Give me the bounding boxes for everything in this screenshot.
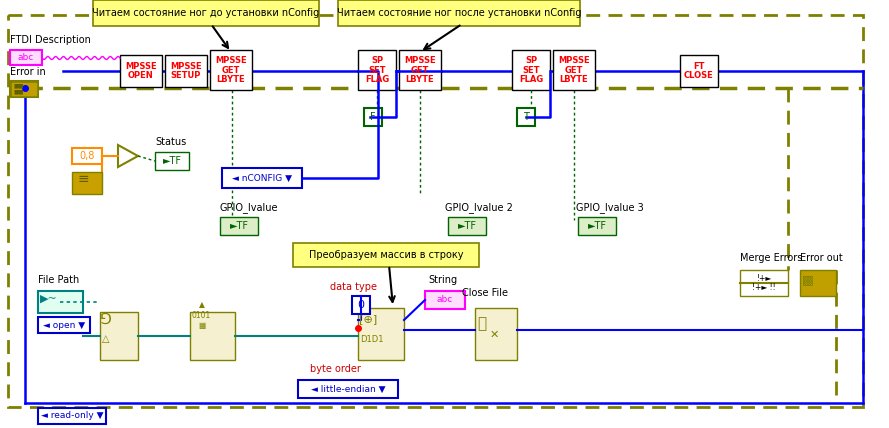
Text: !+►
!+► !!: !+► !+► !!	[752, 273, 776, 292]
Text: ▲
0101
▦: ▲ 0101 ▦	[192, 300, 212, 330]
FancyBboxPatch shape	[800, 270, 836, 296]
Text: △: △	[102, 334, 109, 344]
FancyBboxPatch shape	[72, 172, 102, 194]
Text: Читаем состояние ног после установки nConfig: Читаем состояние ног после установки nCo…	[337, 8, 581, 18]
FancyBboxPatch shape	[155, 152, 189, 170]
Text: ✕: ✕	[490, 330, 500, 340]
FancyBboxPatch shape	[553, 50, 595, 90]
Text: MPSSE
GET
LBYTE: MPSSE GET LBYTE	[215, 56, 247, 84]
FancyBboxPatch shape	[38, 291, 83, 313]
Text: ≡: ≡	[78, 172, 90, 186]
Text: [⊕]: [⊕]	[359, 314, 377, 324]
Text: GPIO_Ivalue 3: GPIO_Ivalue 3	[576, 202, 644, 213]
FancyBboxPatch shape	[93, 0, 319, 26]
Text: abc: abc	[436, 295, 453, 304]
FancyBboxPatch shape	[425, 291, 465, 309]
Text: ⅁: ⅁	[100, 312, 112, 327]
Text: Error out: Error out	[800, 253, 843, 263]
Text: 0,8: 0,8	[79, 151, 95, 161]
FancyBboxPatch shape	[222, 168, 302, 188]
Text: File Path: File Path	[38, 275, 79, 285]
Text: byte order: byte order	[310, 364, 361, 374]
FancyBboxPatch shape	[120, 55, 162, 87]
Text: String: String	[428, 275, 457, 285]
FancyBboxPatch shape	[38, 408, 106, 424]
Text: data type: data type	[330, 282, 377, 292]
Text: Error in: Error in	[10, 67, 45, 77]
Text: ►TF: ►TF	[588, 221, 606, 231]
FancyBboxPatch shape	[578, 217, 616, 235]
Text: 0: 0	[357, 300, 364, 310]
Text: ■■
■■: ■■ ■■	[14, 83, 25, 95]
Text: GPIO_Ivalue: GPIO_Ivalue	[220, 202, 278, 213]
Text: Читаем состояние ног до установки nConfig: Читаем состояние ног до установки nConfi…	[92, 8, 320, 18]
Text: ◄ open ▼: ◄ open ▼	[43, 321, 85, 330]
Text: FTDI Description: FTDI Description	[10, 35, 91, 45]
Text: ◄ read-only ▼: ◄ read-only ▼	[41, 411, 103, 420]
FancyBboxPatch shape	[352, 296, 370, 314]
Text: MPSSE
SETUP: MPSSE SETUP	[170, 62, 202, 80]
Text: Close File: Close File	[462, 288, 508, 298]
FancyBboxPatch shape	[448, 217, 486, 235]
FancyBboxPatch shape	[740, 270, 788, 296]
Text: MPSSE
OPEN: MPSSE OPEN	[125, 62, 156, 80]
Text: FT
CLOSE: FT CLOSE	[685, 62, 714, 80]
Text: T: T	[523, 112, 529, 122]
FancyBboxPatch shape	[38, 317, 90, 333]
FancyBboxPatch shape	[190, 312, 235, 360]
Text: ►TF: ►TF	[163, 156, 181, 166]
Text: ▩: ▩	[802, 273, 813, 286]
Text: Status: Status	[155, 137, 187, 147]
Text: SP
SET
FLAG: SP SET FLAG	[364, 56, 389, 84]
FancyBboxPatch shape	[100, 312, 138, 360]
FancyBboxPatch shape	[10, 81, 38, 97]
Text: ▶~: ▶~	[40, 294, 58, 304]
Text: MPSSE
GET
LBYTE: MPSSE GET LBYTE	[404, 56, 436, 84]
FancyBboxPatch shape	[165, 55, 207, 87]
Text: ﾉ: ﾉ	[477, 316, 486, 331]
FancyBboxPatch shape	[220, 217, 258, 235]
Text: ►TF: ►TF	[458, 221, 477, 231]
Text: MPSSE
GET
LBYTE: MPSSE GET LBYTE	[558, 56, 589, 84]
Text: ►TF: ►TF	[229, 221, 249, 231]
Text: Merge Errors: Merge Errors	[740, 253, 803, 263]
Text: abc: abc	[18, 53, 34, 62]
FancyBboxPatch shape	[680, 55, 718, 87]
FancyBboxPatch shape	[475, 308, 517, 360]
Text: F: F	[370, 112, 376, 122]
FancyBboxPatch shape	[512, 50, 550, 90]
Text: Преобразуем массив в строку: Преобразуем массив в строку	[308, 250, 463, 260]
FancyBboxPatch shape	[298, 380, 398, 398]
FancyBboxPatch shape	[293, 243, 479, 267]
Text: ◄ nCONFIG ▼: ◄ nCONFIG ▼	[232, 173, 292, 182]
FancyBboxPatch shape	[517, 108, 535, 126]
FancyBboxPatch shape	[338, 0, 580, 26]
FancyBboxPatch shape	[364, 108, 382, 126]
Text: D1D1: D1D1	[360, 335, 383, 344]
Text: GPIO_Ivalue 2: GPIO_Ivalue 2	[445, 202, 513, 213]
FancyBboxPatch shape	[10, 50, 42, 65]
FancyBboxPatch shape	[210, 50, 252, 90]
Text: SP
SET
FLAG: SP SET FLAG	[519, 56, 543, 84]
FancyBboxPatch shape	[72, 148, 102, 164]
FancyBboxPatch shape	[12, 83, 36, 95]
FancyBboxPatch shape	[399, 50, 441, 90]
Text: ◄ little-endian ▼: ◄ little-endian ▼	[311, 384, 385, 393]
FancyBboxPatch shape	[358, 50, 396, 90]
FancyBboxPatch shape	[358, 308, 404, 360]
